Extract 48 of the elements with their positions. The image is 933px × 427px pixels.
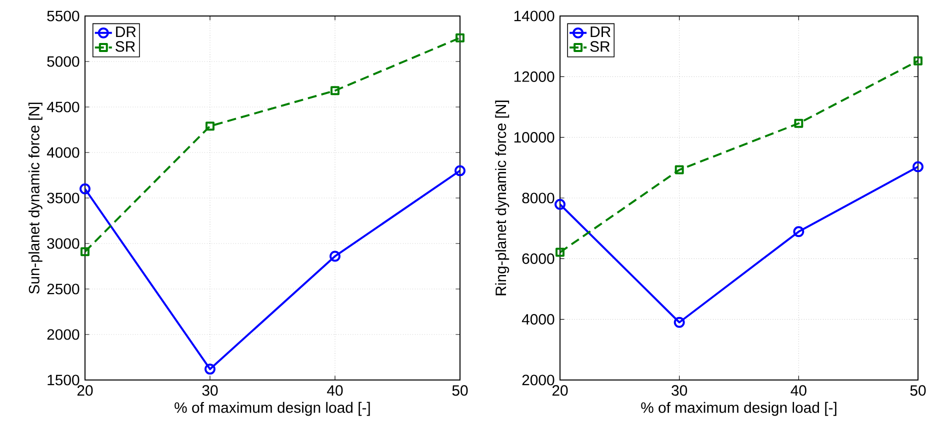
y-tick-label: 8000 bbox=[522, 192, 554, 204]
y-tick-label: 4000 bbox=[522, 314, 554, 325]
point bbox=[556, 248, 564, 257]
x-tick-label: 20 bbox=[77, 385, 93, 396]
point bbox=[674, 316, 685, 328]
y-tick-label: 4500 bbox=[46, 102, 80, 112]
y-tick-label: 2000 bbox=[47, 329, 80, 340]
point bbox=[454, 165, 466, 176]
point bbox=[330, 250, 340, 262]
y-tick-label: 2000 bbox=[522, 374, 554, 386]
y-axis-title: Sun-planet dynamic force [N] bbox=[28, 102, 42, 294]
y-axis-title: Ring-planet dynamic force [N] bbox=[495, 100, 510, 296]
y-tick-label: 3000 bbox=[47, 238, 80, 249]
point bbox=[80, 183, 90, 194]
x-tick-label: 20 bbox=[552, 385, 568, 396]
point bbox=[80, 247, 90, 256]
x-axis-title: % of maximum design load [-] bbox=[174, 402, 370, 416]
y-tick-label: 14000 bbox=[514, 10, 554, 22]
x-tick-label: 30 bbox=[202, 385, 218, 396]
point bbox=[554, 198, 566, 210]
y-tick-label: 5000 bbox=[47, 56, 80, 67]
legend-label: DR bbox=[116, 26, 136, 37]
point bbox=[674, 165, 684, 174]
y-tick-label: 5500 bbox=[47, 10, 80, 22]
point bbox=[206, 122, 214, 131]
x-tick-label: 40 bbox=[327, 385, 343, 396]
point bbox=[794, 118, 804, 128]
point bbox=[330, 86, 340, 96]
legend-label: SR bbox=[590, 41, 610, 52]
legend-label: SR bbox=[116, 41, 135, 52]
point bbox=[204, 364, 216, 375]
x-axis-title: % of maximum design load [-] bbox=[641, 402, 836, 416]
point bbox=[914, 56, 922, 66]
y-tick-label: 2500 bbox=[47, 284, 80, 294]
point bbox=[456, 33, 464, 42]
y-tick-label: 4000 bbox=[46, 147, 80, 158]
y-tick-label: 10000 bbox=[514, 132, 554, 143]
y-tick-label: 3500 bbox=[47, 192, 80, 204]
point bbox=[912, 161, 924, 172]
x-tick-label: 50 bbox=[452, 385, 468, 396]
y-tick-label: 12000 bbox=[514, 71, 554, 82]
legend-label: DR bbox=[590, 26, 610, 37]
y-tick-label: 6000 bbox=[522, 253, 554, 264]
point bbox=[793, 226, 804, 238]
x-tick-label: 40 bbox=[790, 385, 806, 396]
x-tick-label: 30 bbox=[672, 385, 688, 396]
x-tick-label: 50 bbox=[910, 385, 926, 396]
y-tick-label: 1500 bbox=[48, 374, 80, 386]
